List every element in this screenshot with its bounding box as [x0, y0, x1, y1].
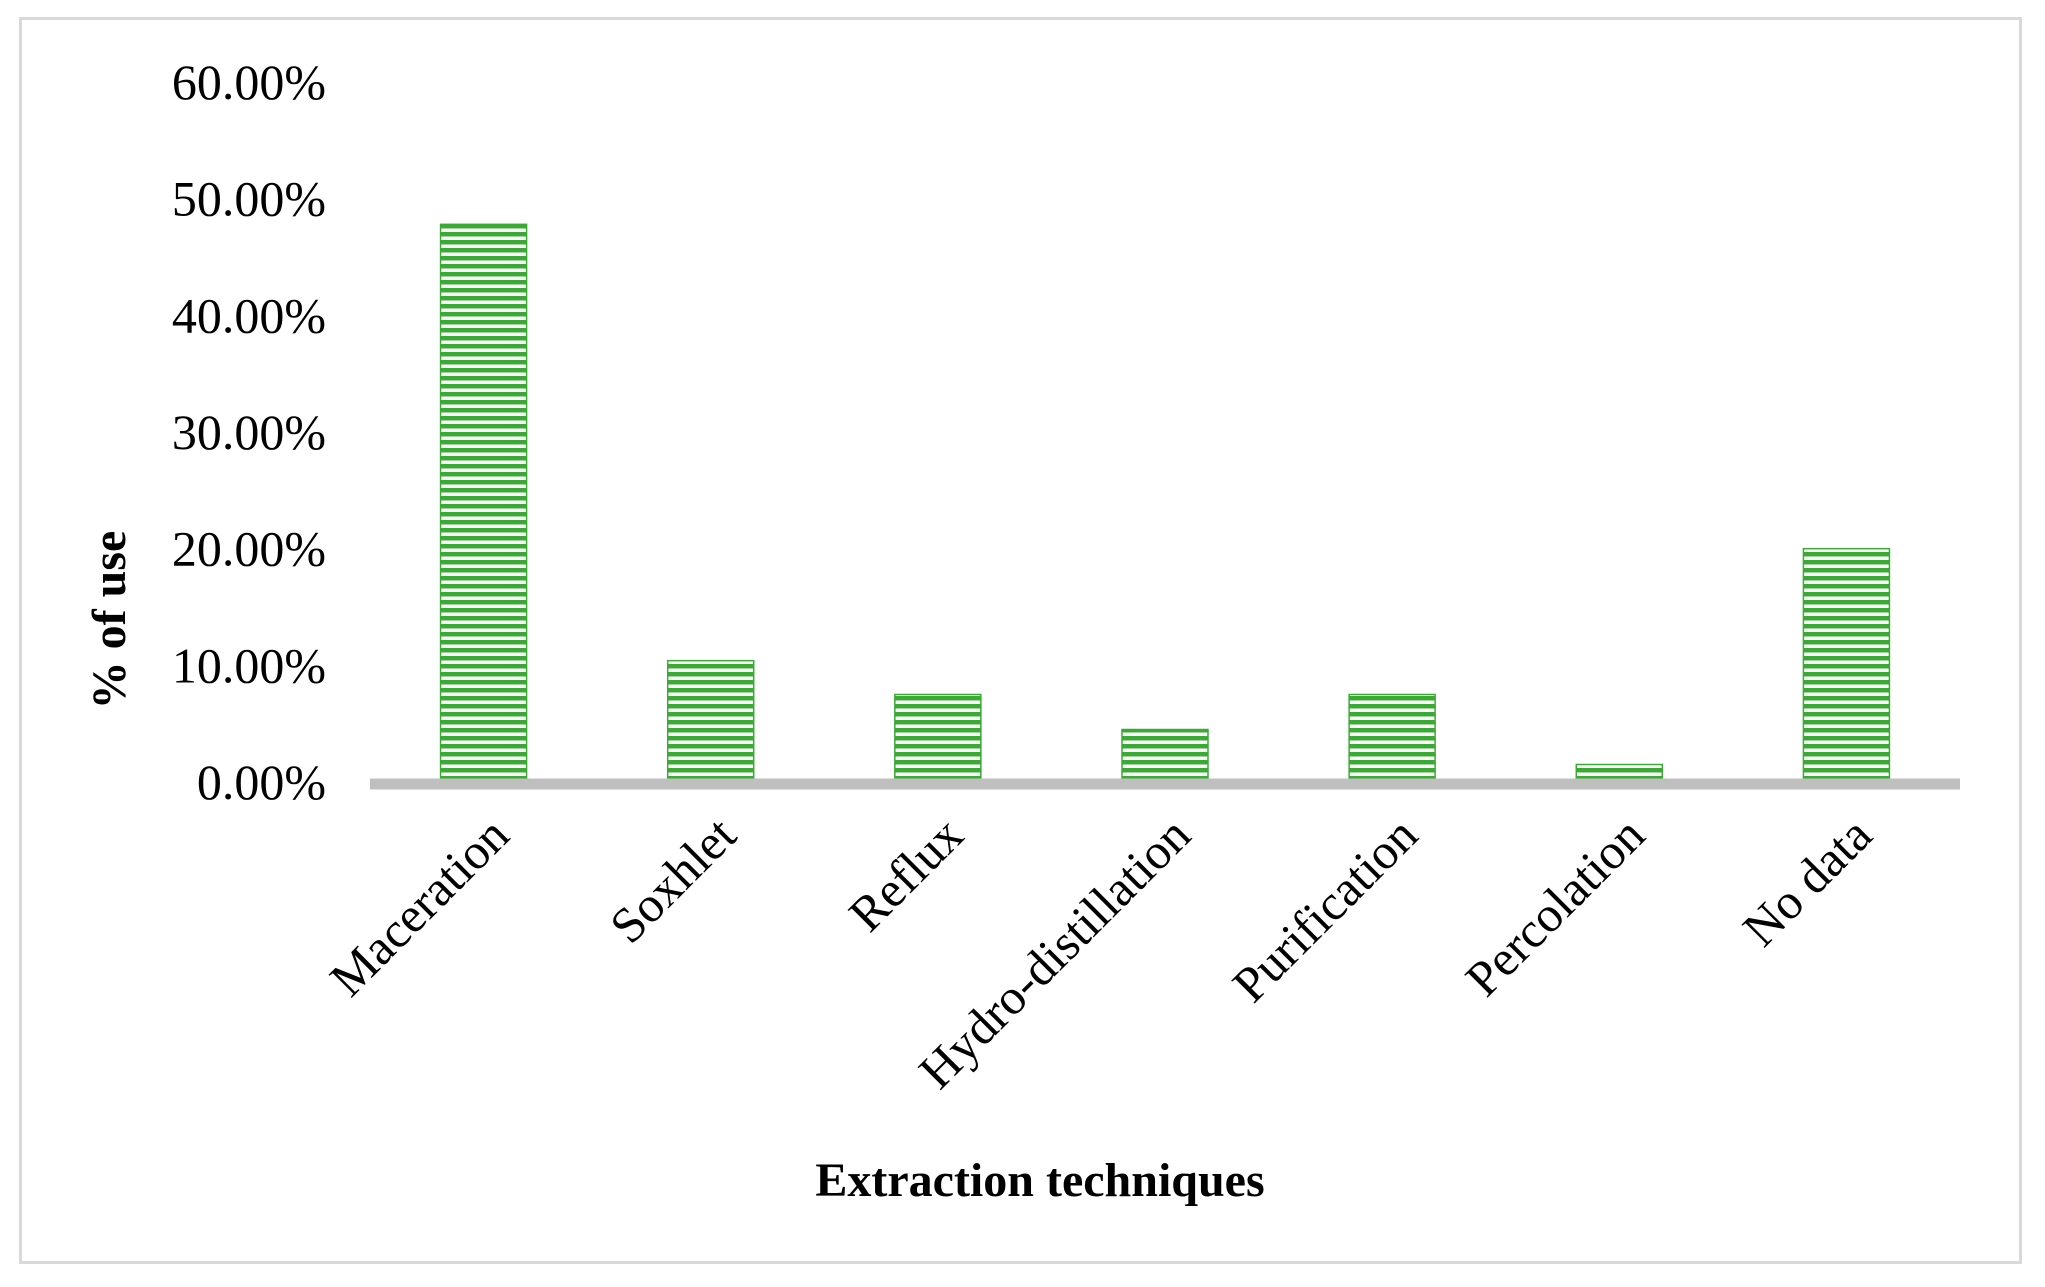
x-tick-label: Percolation [1454, 806, 1655, 1007]
bar-no-data [1802, 547, 1891, 783]
x-tick-label: No data [1732, 806, 1883, 957]
y-tick-label: 50.00% [172, 171, 326, 227]
bar-maceration [439, 223, 528, 783]
x-tick-label: Soxhlet [599, 806, 747, 954]
y-tick-label: 20.00% [172, 521, 326, 577]
y-tick-label: 40.00% [172, 287, 326, 343]
x-axis-title: Extraction techniques [815, 1154, 1264, 1207]
y-tick-label: 10.00% [172, 637, 326, 693]
x-tick-label: Purification [1221, 806, 1428, 1013]
bars [439, 223, 1891, 783]
x-axis-labels: Maceration Soxhlet RefluxHydro-distillatio… [319, 806, 1882, 1099]
bar-purification [1348, 693, 1436, 783]
y-axis-ticks: 0.00% 10.00% 20.00% 30.00% 40.00% 50.00% 60.00… [172, 54, 326, 810]
bar-hydro-distillation [1121, 728, 1209, 783]
y-axis-title: % of use [83, 531, 136, 710]
y-tick-label: 0.00% [197, 754, 326, 810]
y-tick-label: 30.00% [172, 404, 326, 460]
bar-soxhlet [666, 659, 755, 783]
bar-reflux [894, 693, 982, 783]
y-tick-label: 60.00% [172, 54, 326, 110]
x-tick-label: Maceration [319, 806, 520, 1007]
x-tick-label: Reflux [838, 806, 974, 942]
chart-frame [19, 17, 2022, 1264]
